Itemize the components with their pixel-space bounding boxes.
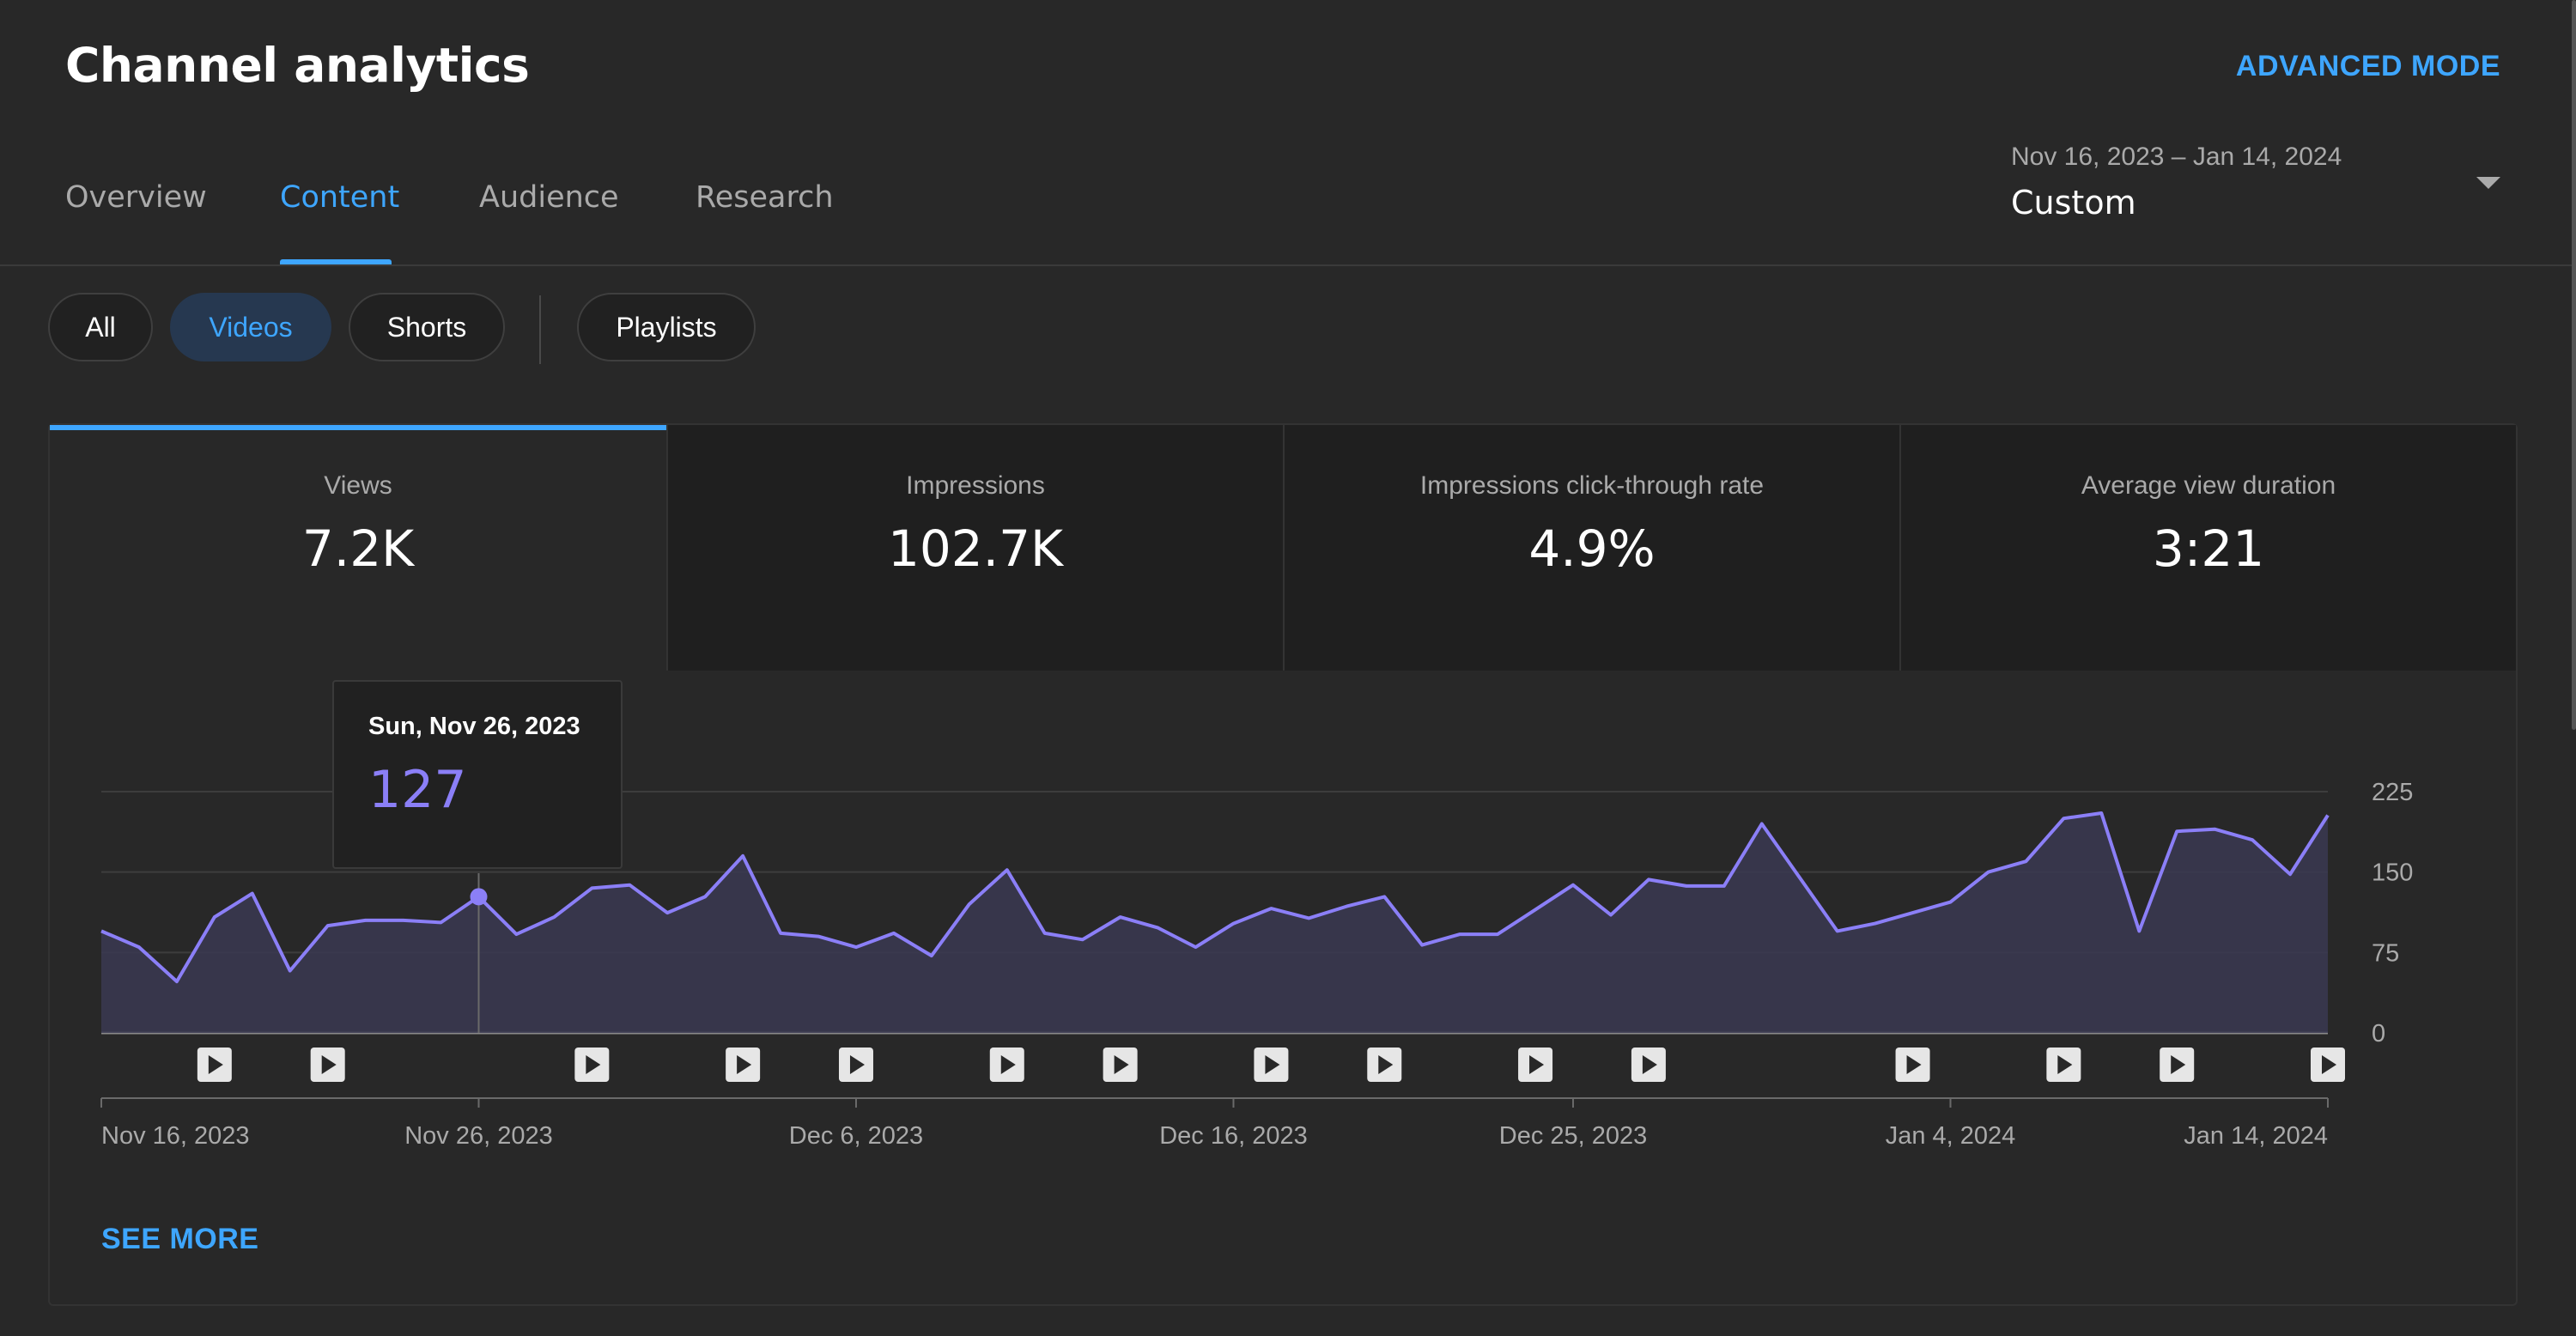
- play-icon: [1529, 1055, 1545, 1074]
- date-range-picker[interactable]: Nov 16, 2023 – Jan 14, 2024 Custom: [2011, 143, 2500, 237]
- tab-overview[interactable]: Overview: [65, 180, 207, 215]
- play-icon: [2171, 1055, 2186, 1074]
- tooltip-value: 127: [368, 760, 467, 820]
- metric-value: 3:21: [2152, 519, 2265, 578]
- page-title: Channel analytics: [65, 38, 530, 93]
- date-range-preset: Custom: [2011, 184, 2136, 222]
- play-icon: [1114, 1055, 1129, 1074]
- metric-value: 4.9%: [1528, 519, 1656, 578]
- play-icon: [321, 1055, 337, 1074]
- y-tick-label: 75: [2372, 939, 2399, 967]
- x-tick-label: Jan 4, 2024: [1886, 1122, 2016, 1150]
- play-icon: [849, 1055, 865, 1074]
- chip-shorts[interactable]: Shorts: [349, 293, 505, 361]
- play-icon: [2057, 1055, 2073, 1074]
- highlight-point: [470, 888, 488, 906]
- y-tick-label: 225: [2372, 779, 2413, 806]
- play-icon: [737, 1055, 752, 1074]
- play-icon: [2322, 1055, 2336, 1074]
- series-area: [101, 813, 2328, 1033]
- dropdown-arrow-icon: [2476, 177, 2500, 189]
- tab-content[interactable]: Content: [280, 180, 400, 215]
- metric-label: Average view duration: [2081, 471, 2336, 500]
- metric-value: 7.2K: [301, 519, 415, 578]
- see-more-link[interactable]: SEE MORE: [101, 1223, 259, 1255]
- chip-playlists[interactable]: Playlists: [577, 293, 756, 361]
- play-icon: [1378, 1055, 1394, 1074]
- metric-label: Impressions click-through rate: [1419, 471, 1765, 500]
- metric-tab-impressions[interactable]: Impressions 102.7K: [666, 425, 1283, 671]
- play-icon: [586, 1055, 601, 1074]
- y-tick-label: 150: [2372, 859, 2413, 887]
- chip-all[interactable]: All: [48, 293, 153, 361]
- chart-tooltip: Sun, Nov 26, 2023 127: [332, 680, 623, 869]
- metric-value: 102.7K: [887, 519, 1064, 578]
- y-tick-label: 0: [2372, 1020, 2385, 1048]
- x-tick-label: Nov 26, 2023: [404, 1122, 553, 1150]
- chip-videos[interactable]: Videos: [170, 293, 331, 361]
- header-divider: [0, 264, 2572, 266]
- chip-separator: [539, 295, 541, 364]
- tab-active-underline: [280, 259, 392, 264]
- metric-tab-ctr[interactable]: Impressions click-through rate 4.9%: [1283, 425, 1899, 671]
- metric-tab-avg-view-duration[interactable]: Average view duration 3:21: [1899, 425, 2516, 671]
- metric-tab-views[interactable]: Views 7.2K: [50, 425, 666, 671]
- tab-audience[interactable]: Audience: [479, 180, 619, 215]
- play-icon: [208, 1055, 223, 1074]
- x-tick-label: Dec 6, 2023: [789, 1122, 923, 1150]
- advanced-mode-link[interactable]: ADVANCED MODE: [2235, 50, 2500, 82]
- page-scrollbar[interactable]: [2572, 0, 2576, 730]
- x-tick-label: Dec 25, 2023: [1499, 1122, 1648, 1150]
- x-tick-label: Jan 14, 2024: [2184, 1122, 2328, 1150]
- metric-label: Impressions: [906, 471, 1045, 500]
- metric-active-bar: [50, 425, 666, 430]
- play-icon: [1265, 1055, 1280, 1074]
- tooltip-date: Sun, Nov 26, 2023: [368, 713, 580, 740]
- date-range-text: Nov 16, 2023 – Jan 14, 2024: [2011, 143, 2342, 171]
- x-tick-label: Nov 16, 2023: [101, 1122, 250, 1150]
- play-icon: [1642, 1055, 1657, 1074]
- tab-research[interactable]: Research: [696, 180, 834, 215]
- play-icon: [1000, 1055, 1016, 1074]
- play-icon: [1906, 1055, 1922, 1074]
- x-tick-label: Dec 16, 2023: [1159, 1122, 1308, 1150]
- metric-label: Views: [324, 471, 392, 500]
